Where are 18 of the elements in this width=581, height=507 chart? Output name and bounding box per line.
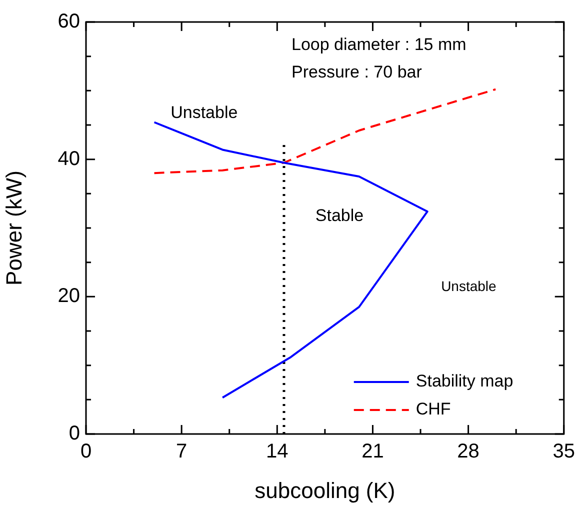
annotation: Loop diameter : 15 mm (291, 34, 466, 54)
x-tick-label: 14 (266, 440, 288, 463)
x-axis-title: subcooling (K) (254, 478, 396, 503)
legend-label: CHF (416, 400, 451, 419)
x-tick-label: 21 (362, 440, 384, 463)
annotation: Pressure : 70 bar (291, 62, 422, 82)
annotation: Unstable (170, 103, 238, 122)
x-tick-label: 28 (457, 440, 480, 463)
annotation: Stable (315, 206, 364, 226)
y-tick-label: 40 (58, 148, 80, 170)
y-axis-title: Power (kW) (1, 170, 26, 286)
x-tick-label: 35 (552, 440, 575, 463)
x-tick-label: 7 (176, 440, 188, 463)
y-tick-label: 0 (68, 422, 80, 445)
legend-label: Stability map (416, 372, 514, 391)
y-tick-label: 20 (58, 285, 80, 308)
y-tick-label: 60 (58, 10, 80, 33)
annotation: Unstable (441, 278, 497, 294)
